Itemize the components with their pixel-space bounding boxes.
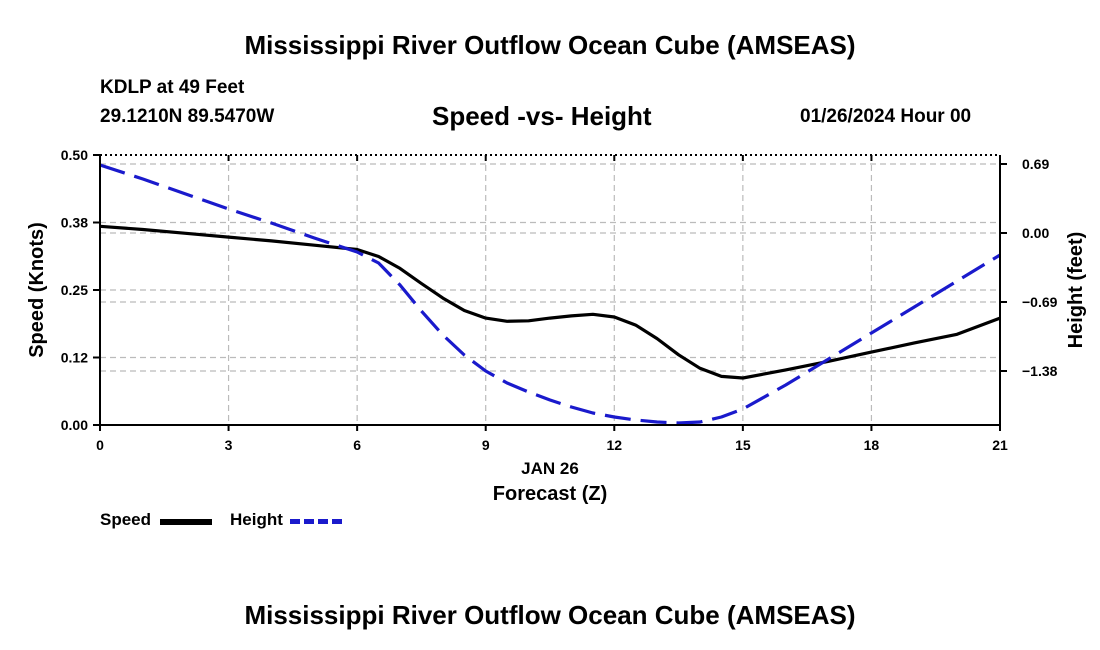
speed-height-chart: 0 3 6 9 12 15 18 21 0.00 0.12 0.25 0.38 0.50 0.69 0.00… xyxy=(26,147,1087,505)
grid-layer xyxy=(100,154,1000,425)
y-right-tick-label: 0.69 xyxy=(1022,156,1049,172)
series-height-line xyxy=(99,163,1001,425)
series-speed-line xyxy=(99,224,1001,380)
x-tick-label: 15 xyxy=(735,437,751,453)
coordinates-label: 29.1210N 89.5470W xyxy=(100,106,275,127)
y-right-axis-title: Height (feet) xyxy=(1065,232,1087,349)
x-tick-label: 3 xyxy=(225,437,233,453)
legend-height-label: Height xyxy=(230,510,283,529)
x-axis-date-label: JAN 26 xyxy=(521,459,579,478)
x-tick-label: 12 xyxy=(606,437,622,453)
y-left-tick-label: 0.25 xyxy=(61,282,88,298)
series-layer xyxy=(99,163,1001,425)
station-label: KDLP at 49 Feet xyxy=(100,77,245,98)
label-layer: 0 3 6 9 12 15 18 21 0.00 0.12 0.25 0.38 0.50 0.69 0.00… xyxy=(26,147,1087,505)
y-right-tick-label: 0.00 xyxy=(1022,225,1049,241)
y-left-tick-label: 0.50 xyxy=(61,147,88,163)
legend-speed-swatch xyxy=(160,519,212,525)
x-axis-title: Forecast (Z) xyxy=(493,483,607,505)
axis-layer xyxy=(93,154,1007,431)
y-left-axis-title: Speed (Knots) xyxy=(26,222,48,358)
legend-height-swatch xyxy=(290,519,342,524)
y-left-tick-label: 0.38 xyxy=(61,215,88,231)
footer-title: Mississippi River Outflow Ocean Cube (AM… xyxy=(244,600,856,630)
x-tick-label: 9 xyxy=(482,437,490,453)
y-right-tick-label: −0.69 xyxy=(1022,294,1058,310)
y-right-tick-label: −1.38 xyxy=(1022,363,1058,379)
x-tick-label: 0 xyxy=(96,437,104,453)
legend-speed-label: Speed xyxy=(100,510,152,529)
chart-subtitle: Speed -vs- Height xyxy=(432,101,652,131)
forecast-datetime: 01/26/2024 Hour 00 xyxy=(800,106,972,127)
chart-main-title: Mississippi River Outflow Ocean Cube (AM… xyxy=(244,30,856,60)
x-tick-label: 6 xyxy=(353,437,361,453)
y-left-tick-label: 0.00 xyxy=(61,417,88,433)
y-left-tick-label: 0.12 xyxy=(61,350,88,366)
x-tick-label: 21 xyxy=(992,437,1008,453)
x-tick-label: 18 xyxy=(864,437,880,453)
